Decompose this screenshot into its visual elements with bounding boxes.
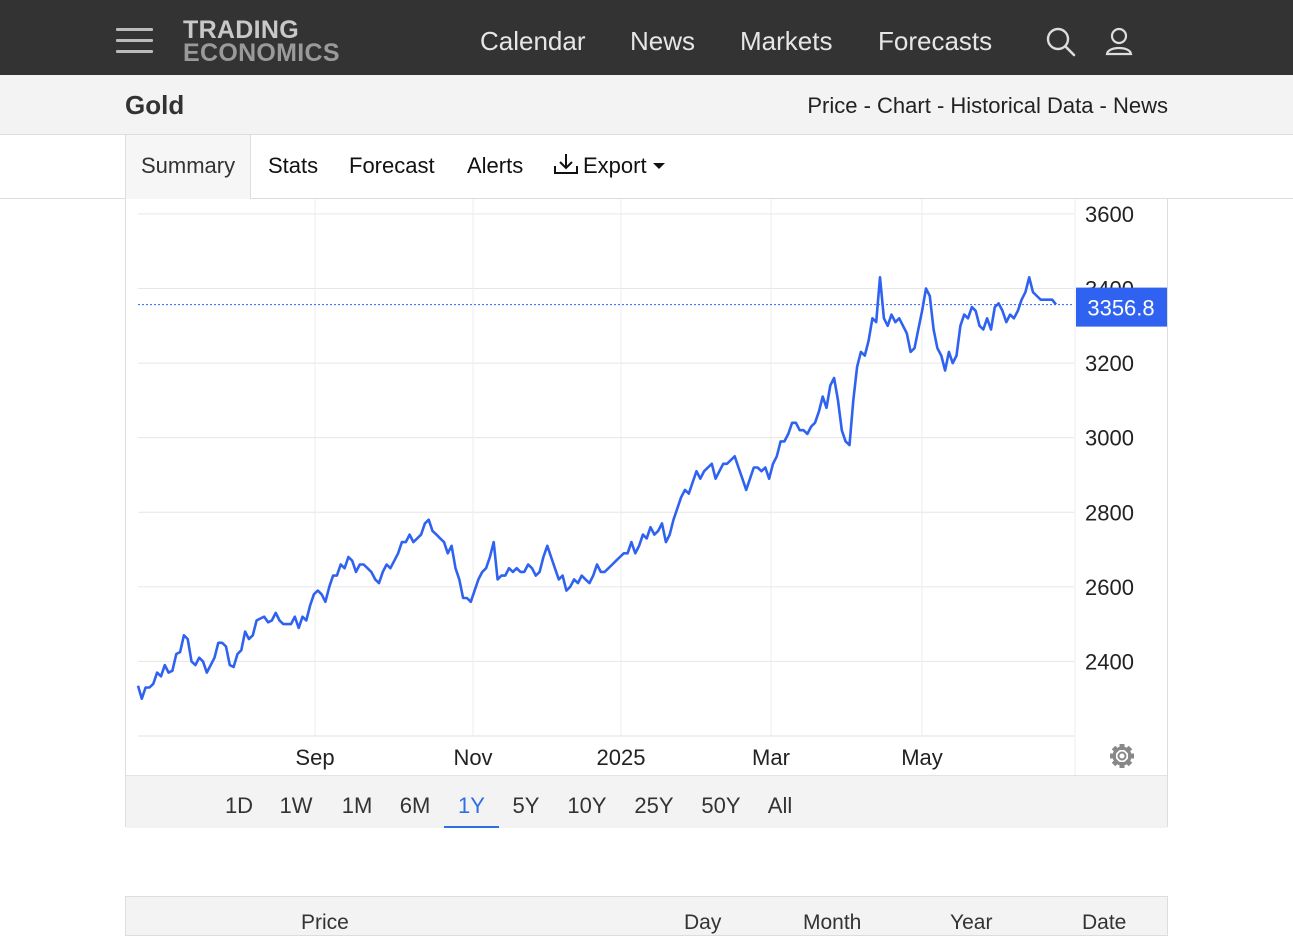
nav-link-forecasts[interactable]: Forecasts (878, 26, 993, 56)
top-navigation-bar: TRADING ECONOMICS Calendar News Markets … (0, 0, 1293, 75)
tab-summary[interactable]: Summary (125, 135, 252, 199)
price-table-header: Price Day Month Year Date (125, 896, 1168, 936)
table-header-price: Price (301, 911, 349, 934)
range-50y[interactable]: 50Y (701, 793, 741, 818)
range-1y[interactable]: 1Y (444, 776, 499, 828)
y-tick-label: 3000 (1085, 426, 1134, 451)
x-tick-label: Nov (453, 745, 492, 770)
nav-link-markets[interactable]: Markets (740, 26, 833, 56)
x-tick-label: 2025 (597, 745, 646, 770)
y-tick-label: 2800 (1085, 500, 1134, 525)
breadcrumb[interactable]: Price - Chart - Historical Data - News (807, 93, 1168, 118)
y-tick-label: 3600 (1085, 202, 1134, 227)
range-10y[interactable]: 10Y (567, 793, 607, 818)
range-6m[interactable]: 6M (399, 793, 431, 818)
logo[interactable]: TRADING ECONOMICS (183, 16, 340, 67)
range-1m[interactable]: 1M (341, 793, 373, 818)
table-header-year: Year (950, 911, 993, 934)
price-line (136, 276, 1058, 701)
page-title: Gold (125, 90, 185, 120)
x-tick-label: May (901, 745, 943, 770)
export-label: Export (583, 153, 647, 178)
y-tick-label: 2400 (1085, 649, 1134, 674)
tab-alerts[interactable]: Alerts (467, 153, 524, 178)
tab-stats[interactable]: Stats (268, 153, 319, 178)
y-tick-label: 3200 (1085, 351, 1134, 376)
last-value-badge (1076, 287, 1167, 327)
table-header-date: Date (1082, 911, 1127, 934)
range-25y[interactable]: 25Y (634, 793, 674, 818)
tabs-bar: Summary Stats Forecast Alerts Export (0, 135, 1293, 199)
range-5y[interactable]: 5Y (512, 793, 540, 818)
page-header: Gold Price - Chart - Historical Data - N… (0, 75, 1293, 135)
x-tick-label: Mar (752, 745, 790, 770)
range-1d[interactable]: 1D (224, 793, 254, 818)
logo-line-2: ECONOMICS (183, 39, 340, 67)
tab-forecast[interactable]: Forecast (349, 153, 435, 178)
x-tick-label: Sep (295, 745, 334, 770)
y-tick-label: 2600 (1085, 575, 1134, 600)
settings-gear-icon[interactable] (1110, 744, 1134, 768)
user-icon[interactable] (1105, 27, 1133, 62)
price-chart[interactable]: 2400260028003000320034003600SepNov2025Ma… (126, 199, 1167, 775)
range-1w[interactable]: 1W (279, 793, 313, 818)
nav-link-calendar[interactable]: Calendar (480, 26, 586, 56)
menu-icon[interactable] (116, 28, 153, 54)
range-all[interactable]: All (767, 793, 793, 818)
table-header-day: Day (684, 911, 722, 934)
last-value-label: 3356.8 (1087, 296, 1154, 321)
nav-link-news[interactable]: News (630, 26, 696, 56)
download-icon (554, 154, 578, 174)
search-icon[interactable] (1046, 27, 1076, 62)
chart-container: 2400260028003000320034003600SepNov2025Ma… (125, 199, 1168, 827)
table-header-month: Month (803, 911, 862, 934)
export-button[interactable]: Export (553, 135, 666, 198)
logo-line-1: TRADING (183, 16, 299, 44)
range-selector: 1D 1W 1M 6M 1Y 5Y 10Y 25Y 50Y All (126, 775, 1167, 828)
caret-down-icon (652, 163, 665, 169)
